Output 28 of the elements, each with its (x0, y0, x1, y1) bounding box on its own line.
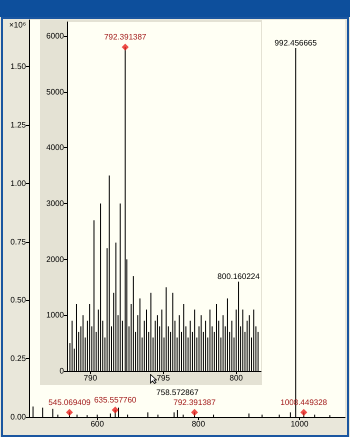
annotation: 792.391387 (173, 398, 216, 407)
x-tick-label: 800 (192, 420, 206, 428)
annotation: 545.069409 (48, 398, 92, 407)
y-tick-label: 1.50 (10, 62, 27, 72)
x-tick-label: 600 (90, 420, 104, 428)
y-tick-label: 2000 (46, 254, 65, 264)
annotation: 992.456665 (274, 38, 318, 48)
annotation: 635.557760 (94, 395, 137, 404)
y-tick-label: 6000 (46, 31, 65, 40)
y-tick-label: 0.50 (10, 296, 27, 305)
x-tick-label: 790 (84, 374, 98, 382)
y-tick-label: 3000 (46, 198, 65, 208)
x-tick-label: 795 (156, 374, 170, 382)
x-tick-label: 1000 (290, 420, 309, 428)
y-tick-label: 5000 (46, 87, 65, 96)
y-tick-label: 1000 (46, 310, 65, 320)
annotation: 800.160224 (217, 272, 260, 282)
y-axis-title: ×10⁶ (9, 20, 26, 30)
y-tick-label: 0 (60, 366, 65, 376)
y-tick-label: 0.75 (10, 237, 27, 246)
annotation: 792.391387 (104, 32, 147, 42)
x-tick-label: 800 (230, 374, 244, 382)
y-tick-label: 1.00 (10, 178, 27, 188)
y-tick-label: 0.00 (10, 412, 27, 422)
y-tick-label: 4000 (46, 143, 65, 152)
y-tick-label: 1.25 (10, 120, 27, 130)
y-tick-label: 0.25 (10, 354, 27, 364)
annotation: 758.572867 (156, 388, 200, 397)
